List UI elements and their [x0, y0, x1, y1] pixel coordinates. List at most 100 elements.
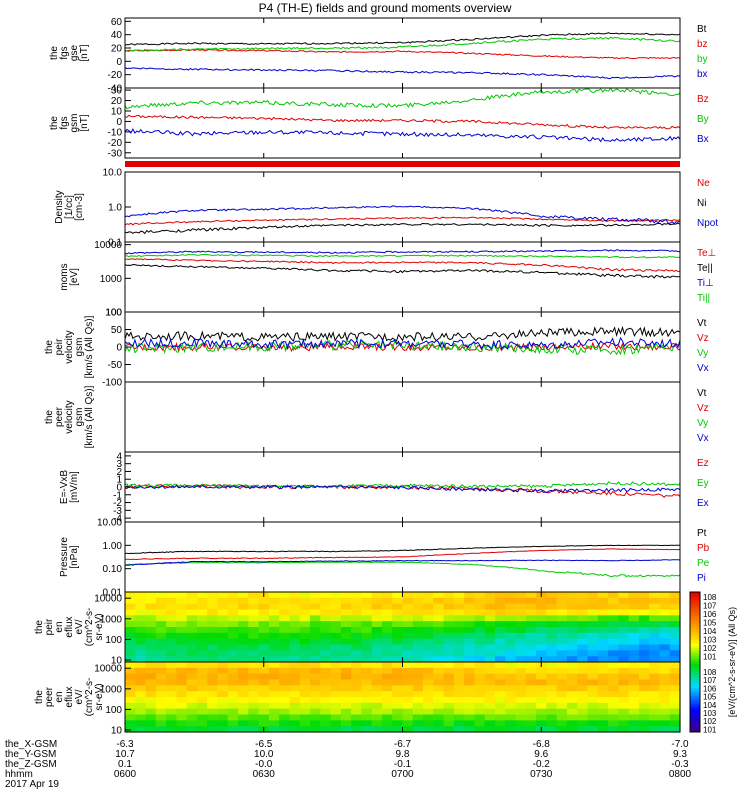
heatmap-cell: [310, 597, 321, 605]
heatmap-cell: [371, 697, 383, 704]
y-axis-label: fgs: [59, 46, 70, 59]
y-axis-label: the: [34, 620, 45, 634]
heatmap-cell: [433, 685, 445, 692]
heatmap-cell: [320, 679, 332, 686]
colorbar-cell: [690, 610, 700, 613]
heatmap-cell: [495, 691, 506, 698]
heatmap-cell: [196, 621, 208, 628]
heatmap-cell: [433, 679, 445, 686]
heatmap-cell: [289, 656, 301, 663]
heatmap-cell: [628, 597, 640, 605]
heatmap-cell: [556, 627, 568, 634]
heatmap-cell: [166, 592, 177, 599]
y-axis-label: the: [34, 690, 45, 704]
colorbar-cell: [690, 680, 700, 683]
heatmap-cell: [166, 656, 177, 663]
heatmap-cell: [638, 597, 650, 605]
heatmap-cell: [207, 638, 219, 646]
heatmap-cell: [515, 720, 527, 727]
colorbar-cell: [690, 674, 700, 677]
heatmap-cell: [166, 650, 177, 657]
y-axis-label: eflux: [64, 686, 75, 707]
heatmap-cell: [464, 621, 476, 628]
heatmap-cell: [310, 679, 321, 686]
heatmap-cell: [443, 714, 455, 721]
heatmap-cell: [207, 627, 219, 634]
heatmap-cell: [176, 714, 188, 721]
heatmap-cell: [299, 603, 311, 611]
plot-title: P4 (TH-E) fields and ground moments over…: [259, 1, 512, 15]
heatmap-cell: [402, 667, 414, 675]
heatmap-cell: [145, 667, 157, 675]
heatmap-cell: [135, 714, 147, 721]
colorbar-tick-top: 102: [703, 644, 717, 653]
heatmap-cell: [546, 708, 558, 716]
heatmap-cell: [330, 644, 342, 651]
heatmap-cell: [608, 650, 619, 657]
heatmap-cell: [196, 679, 208, 686]
heatmap-cell: [207, 685, 219, 692]
heatmap-cell: [238, 702, 249, 710]
heatmap-cell: [258, 632, 270, 640]
heatmap-cell: [618, 662, 630, 669]
heatmap-cell: [505, 621, 517, 628]
legend-Bz: Bz: [697, 94, 709, 105]
heatmap-cell: [505, 597, 517, 605]
heatmap-cell: [566, 603, 578, 611]
heatmap-cell: [608, 685, 619, 692]
heatmap-cell: [268, 685, 280, 692]
heatmap-cell: [618, 615, 630, 622]
heatmap-cell: [474, 615, 486, 622]
heatmap-cell: [649, 621, 661, 628]
heatmap-cell: [227, 685, 239, 692]
heatmap-cell: [155, 656, 167, 663]
heatmap-cell: [536, 691, 547, 698]
heatmap-cell: [669, 726, 681, 733]
heatmap-cell: [638, 714, 650, 721]
heatmap-cell: [320, 644, 332, 651]
heatmap-cell: [433, 656, 445, 663]
heatmap-cell: [361, 685, 373, 692]
heatmap-cell: [310, 627, 321, 634]
heatmap-cell: [649, 697, 661, 704]
heatmap-cell: [392, 638, 404, 646]
heatmap-cell: [299, 667, 311, 675]
y-axis-label: gsm: [74, 408, 85, 427]
heatmap-cell: [155, 650, 167, 657]
heatmap-cell: [176, 720, 188, 727]
colorbar-tick-bottom: 104: [703, 701, 717, 710]
heatmap-cell: [392, 726, 404, 733]
heatmap-cell: [443, 697, 455, 704]
heatmap-cell: [279, 592, 291, 599]
heatmap-cell: [207, 697, 219, 704]
heatmap-cell: [453, 673, 465, 681]
heatmap-cell: [608, 691, 619, 698]
heatmap-cell: [248, 714, 260, 721]
heatmap-cell: [381, 621, 393, 628]
heatmap-cell: [505, 662, 517, 669]
heatmap-cell: [659, 656, 671, 663]
heatmap-cell: [166, 603, 177, 611]
heatmap-cell: [310, 621, 321, 628]
colorbar-label: [eV/(cm^2-s-sr-eV)] (All Qs): [727, 607, 737, 717]
heatmap-cell: [268, 726, 280, 733]
heatmap-cell: [546, 615, 558, 622]
heatmap-cell: [289, 662, 301, 669]
heatmap-cell: [371, 667, 383, 675]
colorbar-cell: [690, 666, 700, 669]
heatmap-cell: [125, 697, 136, 704]
heatmap-cell: [556, 592, 568, 599]
y-tick-label: 30: [111, 86, 123, 97]
heatmap-cell: [186, 638, 198, 646]
heatmap-cell: [515, 673, 527, 681]
heatmap-cell: [433, 697, 445, 704]
heatmap-cell: [566, 638, 578, 646]
heatmap-cell: [638, 609, 650, 616]
colorbar-cell: [690, 596, 700, 599]
heatmap-cell: [289, 621, 301, 628]
heatmap-cell: [433, 615, 445, 622]
heatmap-cell: [628, 644, 640, 651]
colorbar-cell: [690, 614, 700, 617]
legend-Vz: Vz: [697, 403, 709, 414]
heatmap-cell: [443, 603, 455, 611]
